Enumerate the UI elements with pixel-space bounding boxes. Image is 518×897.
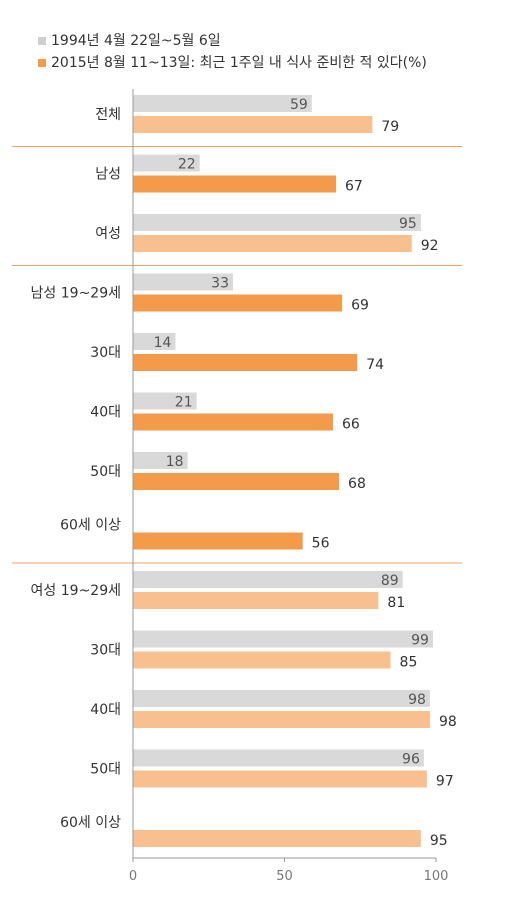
data-label-1994: 95 xyxy=(399,216,417,232)
category-label: 40대 xyxy=(90,405,121,421)
bar-2015 xyxy=(133,413,333,431)
data-label-1994: 59 xyxy=(290,97,308,113)
data-label-1994: 89 xyxy=(381,573,399,589)
data-label-1994: 96 xyxy=(402,752,420,768)
bar-2015 xyxy=(133,592,379,609)
data-label-2015: 66 xyxy=(342,417,360,433)
data-label-1994: 22 xyxy=(178,157,196,173)
legend-label-2015: 2015년 8월 11~13일: 최근 1주일 내 식사 준비한 적 있다(%) xyxy=(51,55,427,71)
category-label: 남성 xyxy=(95,167,121,183)
bar-2015 xyxy=(133,532,303,550)
data-label-1994: 21 xyxy=(175,395,193,411)
data-label-2015: 92 xyxy=(421,238,439,254)
category-label: 30대 xyxy=(90,643,121,659)
data-label-2015: 98 xyxy=(439,714,457,730)
bar-2015 xyxy=(133,235,412,252)
bar-1994 xyxy=(133,571,403,588)
bar-1994 xyxy=(133,690,430,707)
bar-1994 xyxy=(133,273,233,291)
bar-2015 xyxy=(133,473,340,490)
data-label-2015: 56 xyxy=(312,536,330,552)
bar-1994 xyxy=(133,333,176,350)
data-label-2015: 97 xyxy=(436,774,454,790)
data-label-2015: 95 xyxy=(430,833,448,849)
x-tick-label: 0 xyxy=(129,869,137,884)
bar-1994 xyxy=(133,749,424,767)
bar-1994 xyxy=(133,214,421,231)
x-tick-label: 50 xyxy=(276,869,293,884)
data-label-1994: 18 xyxy=(166,454,184,470)
bar-1994 xyxy=(133,630,433,648)
data-label-1994: 99 xyxy=(411,633,429,649)
bar-2015 xyxy=(133,711,430,728)
bar-2015 xyxy=(133,651,391,669)
bar-1994 xyxy=(133,392,197,410)
bar-1994 xyxy=(133,154,200,172)
data-label-2015: 85 xyxy=(400,655,418,671)
category-label: 60세 이상 xyxy=(60,815,121,831)
category-label: 50대 xyxy=(90,762,121,778)
bar-2015 xyxy=(133,294,343,312)
bar-2015 xyxy=(133,770,427,788)
category-label: 전체 xyxy=(95,107,121,123)
legend: 1994년 4월 22일~5월 6일 2015년 8월 11~13일: 최근 1… xyxy=(38,30,427,74)
data-label-1994: 33 xyxy=(211,276,229,292)
bar-2015 xyxy=(133,175,337,193)
data-label-2015: 69 xyxy=(351,298,369,314)
bar-2015 xyxy=(133,830,421,847)
data-label-2015: 81 xyxy=(387,595,405,611)
category-label: 60세 이상 xyxy=(60,518,121,534)
data-label-1994: 14 xyxy=(154,335,172,351)
legend-swatch-orange xyxy=(38,59,46,67)
legend-label-1994: 1994년 4월 22일~5월 6일 xyxy=(51,33,221,49)
category-label: 남성 19~29세 xyxy=(31,286,121,302)
legend-swatch-gray xyxy=(38,37,46,45)
data-label-2015: 79 xyxy=(381,119,399,135)
data-label-1994: 98 xyxy=(408,692,426,708)
data-label-2015: 68 xyxy=(348,476,366,492)
bar-1994 xyxy=(133,95,312,112)
legend-item-2015: 2015년 8월 11~13일: 최근 1주일 내 식사 준비한 적 있다(%) xyxy=(38,52,427,74)
legend-item-1994: 1994년 4월 22일~5월 6일 xyxy=(38,30,427,52)
bar-2015 xyxy=(133,116,373,133)
data-label-2015: 74 xyxy=(366,357,384,373)
bar-1994 xyxy=(133,452,188,469)
category-label: 50대 xyxy=(90,464,121,480)
x-tick-label: 100 xyxy=(424,869,449,884)
data-label-2015: 67 xyxy=(345,179,363,195)
category-label: 여성 19~29세 xyxy=(31,583,121,599)
bar-2015 xyxy=(133,354,358,371)
category-label: 여성 xyxy=(95,226,121,242)
category-label: 30대 xyxy=(90,345,121,361)
category-label: 40대 xyxy=(90,702,121,718)
